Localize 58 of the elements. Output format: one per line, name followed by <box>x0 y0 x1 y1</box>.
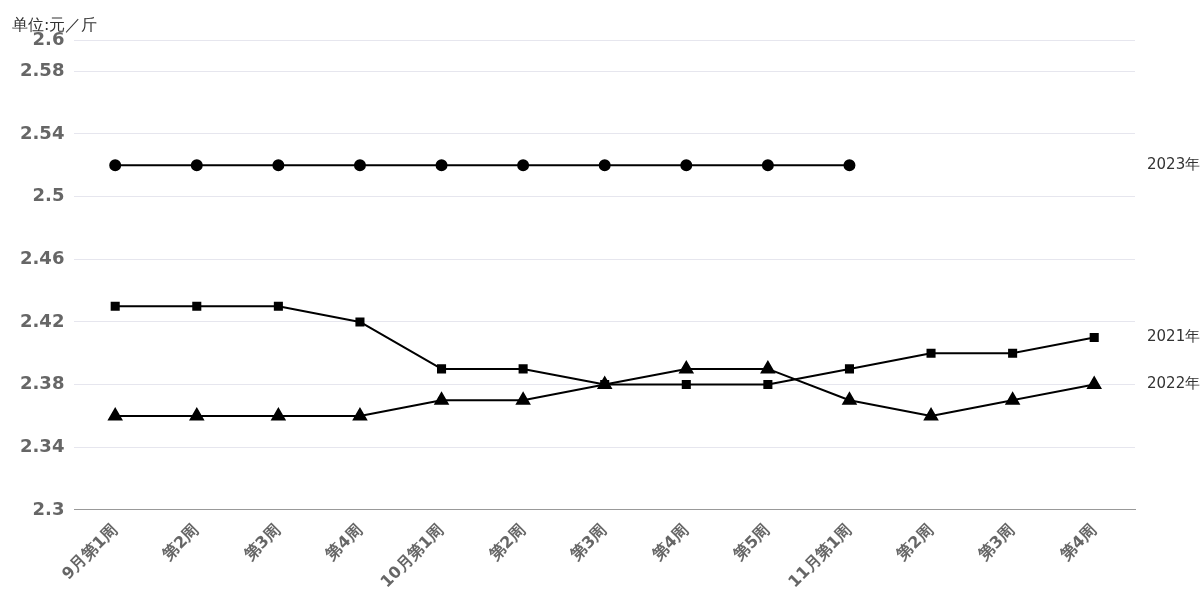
point <box>273 301 283 311</box>
point <box>110 301 120 311</box>
y-tick-label: 2.3 <box>32 497 65 519</box>
point <box>517 159 530 172</box>
point <box>1005 392 1020 405</box>
point <box>1008 348 1018 358</box>
y-tick-label: 2.54 <box>19 121 65 143</box>
x-tick-label: 第3周 <box>239 519 285 565</box>
text: 2022年 <box>1147 374 1200 393</box>
x-tick-label: 第5周 <box>728 519 774 565</box>
point <box>761 159 774 172</box>
point <box>353 159 366 172</box>
point <box>1089 333 1099 343</box>
point <box>598 159 611 172</box>
x-tick-label: 第4周 <box>321 519 366 565</box>
point <box>1087 376 1102 390</box>
point <box>435 159 448 172</box>
point <box>844 364 854 374</box>
x-tick-label: 第4周 <box>1055 519 1100 565</box>
point <box>681 380 691 390</box>
x-tick-label: 9月第1周 <box>57 519 121 584</box>
y-tick-label: 2.58 <box>19 59 65 80</box>
x-tick-label: 第3周 <box>973 519 1019 565</box>
x-tick-label: 第4周 <box>647 519 693 565</box>
point <box>109 159 122 172</box>
point <box>518 364 528 374</box>
point <box>108 407 123 421</box>
y-tick-label: 2.34 <box>19 434 65 456</box>
point <box>680 159 693 172</box>
point <box>926 348 936 358</box>
point <box>516 392 531 405</box>
point <box>190 159 203 172</box>
y-tick-label: 2.42 <box>19 309 65 331</box>
y-tick-label: 2.46 <box>19 246 65 268</box>
point <box>763 380 773 390</box>
point <box>434 392 449 405</box>
y-tick-label: 2.38 <box>19 372 65 394</box>
x-tick-label: 第2周 <box>892 519 937 565</box>
point <box>352 407 368 421</box>
text: 2023年 <box>1147 155 1200 174</box>
point <box>271 407 286 421</box>
x-tick-label: 第2周 <box>157 519 203 565</box>
x-tick-label: 10月第1周 <box>376 519 448 591</box>
point <box>355 317 365 327</box>
point <box>843 159 856 172</box>
point <box>272 159 285 172</box>
x-tick-label: 11月第1周 <box>784 519 856 591</box>
point <box>923 407 939 421</box>
x-tick-label: 第2周 <box>484 519 529 565</box>
point <box>842 392 857 405</box>
point <box>192 301 202 311</box>
point <box>189 407 204 421</box>
text: 2021年 <box>1147 327 1200 346</box>
point <box>679 360 694 374</box>
point <box>760 360 775 374</box>
x-tick-label: 第3周 <box>565 519 611 565</box>
y-tick-label: 2.5 <box>32 184 65 206</box>
point <box>437 364 447 374</box>
